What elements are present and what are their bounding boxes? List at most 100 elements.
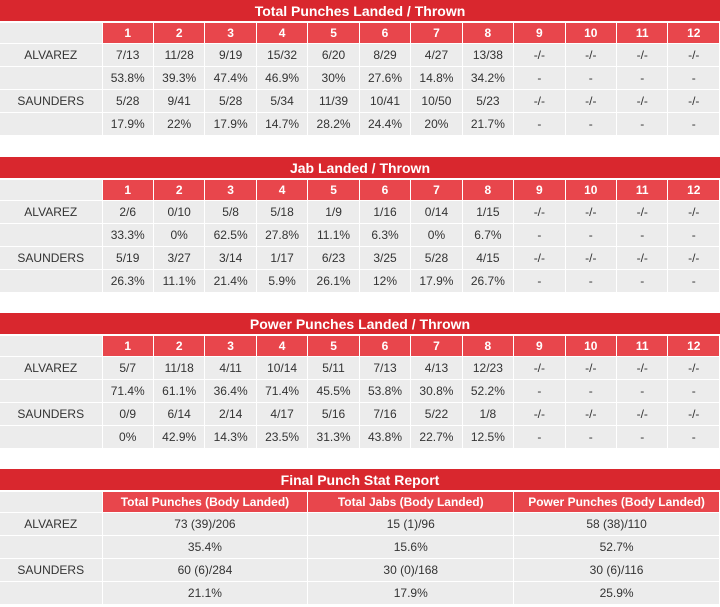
round-header: 12: [667, 336, 720, 357]
round-header: 9: [513, 23, 566, 44]
pct-cell: 31.3%: [307, 425, 360, 449]
pct-cell: -: [667, 223, 720, 247]
round-header: 4: [256, 23, 309, 44]
fighter-landed-row: SAUNDERS 5/19 3/27 3/14 1/17 6/23 3/25 5/28 4/15…: [0, 246, 720, 270]
final-pct-row: 35.4% 15.6% 52.7%: [0, 535, 720, 559]
stat-table-section: Jab Landed / Thrown 1 2 3 4 5 6 7 8 9 10 11 12 ALVARE…: [0, 157, 720, 293]
landed-thrown-cell: 15/32: [256, 43, 309, 67]
fighter-pct-row: 33.3% 0% 62.5% 27.8% 11.1% 6.3% 0% 6.7% - - - -: [0, 223, 720, 247]
landed-thrown-cell: 11/18: [153, 356, 206, 380]
pct-cell: 33.3%: [102, 223, 154, 247]
pct-cell: 71.4%: [102, 379, 154, 403]
corner-cell: [0, 180, 103, 201]
landed-thrown-cell: 5/28: [204, 89, 257, 113]
pct-cell: 53.8%: [102, 66, 154, 90]
round-header-row: 1 2 3 4 5 6 7 8 9 10 11 12: [0, 336, 720, 357]
pct-cell: 15.6%: [307, 535, 515, 559]
landed-thrown-cell: -/-: [513, 246, 566, 270]
landed-thrown-cell: 1/9: [307, 200, 360, 224]
landed-thrown-cell: 4/13: [410, 356, 463, 380]
fighter-pct-row: 53.8% 39.3% 47.4% 46.9% 30% 27.6% 14.8% 34.2% - -…: [0, 66, 720, 90]
round-header: 12: [667, 23, 720, 44]
pct-cell: -: [513, 112, 566, 136]
landed-thrown-cell: -/-: [667, 356, 720, 380]
pct-cell: 23.5%: [256, 425, 309, 449]
round-header: 10: [565, 336, 618, 357]
landed-thrown-cell: -/-: [565, 89, 618, 113]
landed-thrown-cell: -/-: [513, 402, 566, 426]
landed-thrown-cell: 5/16: [307, 402, 360, 426]
final-values-row: SAUNDERS 60 (6)/284 30 (0)/168 30 (6)/116: [0, 558, 720, 582]
table-title: Total Punches Landed / Thrown: [0, 0, 720, 23]
pct-cell: 12%: [359, 269, 412, 293]
round-header: 7: [410, 336, 463, 357]
round-header: 4: [256, 336, 309, 357]
fighter-pct-row: 26.3% 11.1% 21.4% 5.9% 26.1% 12% 17.9% 26.7% - - -…: [0, 269, 720, 293]
landed-thrown-cell: -/-: [565, 246, 618, 270]
landed-thrown-cell: 4/11: [204, 356, 257, 380]
pct-cell: 12.5%: [462, 425, 515, 449]
landed-thrown-cell: 5/7: [102, 356, 154, 380]
pct-cell: -: [513, 269, 566, 293]
pct-cell: 26.7%: [462, 269, 515, 293]
landed-thrown-cell: -/-: [565, 356, 618, 380]
pct-cell: -: [616, 269, 669, 293]
landed-thrown-cell: 0/14: [410, 200, 463, 224]
final-value-cell: 58 (38)/110: [513, 512, 720, 536]
landed-thrown-cell: 2/6: [102, 200, 154, 224]
round-header: 6: [359, 336, 412, 357]
landed-thrown-cell: 7/16: [359, 402, 412, 426]
pct-cell: 21.7%: [462, 112, 515, 136]
pct-cell: 17.9%: [307, 581, 515, 605]
landed-thrown-cell: 2/14: [204, 402, 257, 426]
blank-cell: [0, 425, 103, 449]
round-header: 2: [153, 180, 206, 201]
pct-cell: -: [667, 112, 720, 136]
landed-thrown-cell: 7/13: [359, 356, 412, 380]
fighter-landed-row: SAUNDERS 5/28 9/41 5/28 5/34 11/39 10/41 10/50 5…: [0, 89, 720, 113]
pct-cell: -: [513, 425, 566, 449]
landed-thrown-cell: 5/11: [307, 356, 360, 380]
round-header: 4: [256, 180, 309, 201]
final-report-table: Total Punches (Body Landed) Total Jabs (B…: [0, 492, 720, 605]
landed-thrown-cell: -/-: [616, 402, 669, 426]
landed-thrown-cell: 9/19: [204, 43, 257, 67]
fighter-name: SAUNDERS: [0, 89, 103, 113]
round-header: 9: [513, 336, 566, 357]
landed-thrown-cell: 3/25: [359, 246, 412, 270]
pct-cell: 61.1%: [153, 379, 206, 403]
landed-thrown-cell: 10/50: [410, 89, 463, 113]
pct-cell: 71.4%: [256, 379, 309, 403]
landed-thrown-cell: -/-: [513, 356, 566, 380]
blank-cell: [0, 112, 103, 136]
pct-cell: 36.4%: [204, 379, 257, 403]
corner-cell: [0, 336, 103, 357]
landed-thrown-cell: -/-: [616, 200, 669, 224]
final-header-row: Total Punches (Body Landed) Total Jabs (B…: [0, 492, 720, 513]
pct-cell: -: [565, 269, 618, 293]
pct-cell: 45.5%: [307, 379, 360, 403]
landed-thrown-cell: 6/20: [307, 43, 360, 67]
final-value-cell: 30 (6)/116: [513, 558, 720, 582]
pct-cell: 34.2%: [462, 66, 515, 90]
landed-thrown-cell: -/-: [565, 43, 618, 67]
fighter-name: ALVAREZ: [0, 356, 103, 380]
pct-cell: 26.3%: [102, 269, 154, 293]
round-header: 1: [102, 23, 154, 44]
landed-thrown-cell: 3/27: [153, 246, 206, 270]
round-header-row: 1 2 3 4 5 6 7 8 9 10 11 12: [0, 180, 720, 201]
round-header: 11: [616, 180, 669, 201]
fighter-name: SAUNDERS: [0, 246, 103, 270]
pct-cell: 6.3%: [359, 223, 412, 247]
pct-cell: 6.7%: [462, 223, 515, 247]
round-header: 5: [307, 336, 360, 357]
final-value-cell: 60 (6)/284: [102, 558, 309, 582]
pct-cell: 21.1%: [102, 581, 309, 605]
pct-cell: 0%: [102, 425, 154, 449]
pct-cell: 30%: [307, 66, 360, 90]
landed-thrown-cell: -/-: [565, 200, 618, 224]
round-header: 11: [616, 336, 669, 357]
corner-cell: [0, 23, 103, 44]
pct-cell: -: [616, 223, 669, 247]
landed-thrown-cell: -/-: [513, 89, 566, 113]
